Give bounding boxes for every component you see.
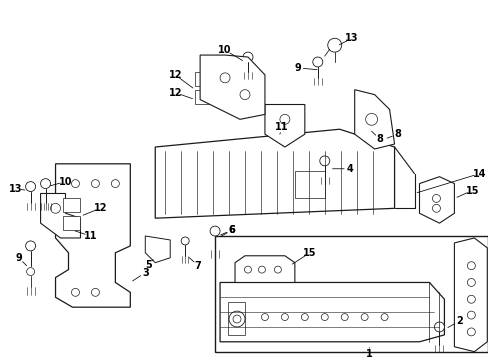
Polygon shape <box>220 283 444 342</box>
Polygon shape <box>235 256 294 283</box>
Text: 4: 4 <box>346 164 352 174</box>
Text: 6: 6 <box>228 225 235 235</box>
Polygon shape <box>419 177 453 223</box>
Polygon shape <box>215 236 488 352</box>
Ellipse shape <box>71 288 80 296</box>
Polygon shape <box>200 55 264 119</box>
Text: 3: 3 <box>142 267 148 278</box>
Ellipse shape <box>41 179 50 189</box>
Ellipse shape <box>236 314 243 320</box>
Ellipse shape <box>181 237 189 245</box>
Ellipse shape <box>111 180 119 188</box>
Ellipse shape <box>433 322 444 332</box>
Ellipse shape <box>25 182 36 192</box>
Polygon shape <box>62 198 81 212</box>
Text: 15: 15 <box>465 185 478 195</box>
Text: 10: 10 <box>218 45 231 55</box>
Ellipse shape <box>467 311 474 319</box>
Ellipse shape <box>210 226 220 236</box>
Ellipse shape <box>467 328 474 336</box>
Text: 7: 7 <box>194 261 201 271</box>
Text: 5: 5 <box>144 260 151 270</box>
Ellipse shape <box>261 314 268 320</box>
Text: 14: 14 <box>471 169 485 179</box>
Ellipse shape <box>25 241 36 251</box>
Ellipse shape <box>301 314 308 320</box>
Text: 12: 12 <box>168 87 182 98</box>
Polygon shape <box>264 104 304 147</box>
Ellipse shape <box>279 114 289 124</box>
Text: 15: 15 <box>303 248 316 258</box>
Polygon shape <box>227 302 244 335</box>
Text: 12: 12 <box>168 70 182 80</box>
Ellipse shape <box>341 314 347 320</box>
Ellipse shape <box>319 156 329 166</box>
Ellipse shape <box>327 38 341 52</box>
Ellipse shape <box>243 52 252 62</box>
Ellipse shape <box>91 288 99 296</box>
Ellipse shape <box>467 262 474 270</box>
Ellipse shape <box>380 314 387 320</box>
Ellipse shape <box>431 194 440 202</box>
Ellipse shape <box>228 311 244 327</box>
Ellipse shape <box>467 295 474 303</box>
Polygon shape <box>41 193 81 238</box>
Text: 12: 12 <box>94 203 107 213</box>
Text: 13: 13 <box>344 33 358 43</box>
Polygon shape <box>155 129 394 218</box>
Ellipse shape <box>50 203 61 213</box>
Ellipse shape <box>220 73 229 83</box>
Polygon shape <box>195 72 213 86</box>
Text: 1: 1 <box>366 348 372 359</box>
Ellipse shape <box>240 90 249 100</box>
Polygon shape <box>62 216 81 230</box>
Text: 2: 2 <box>455 316 462 326</box>
Polygon shape <box>195 90 213 104</box>
Ellipse shape <box>274 266 281 273</box>
Text: 8: 8 <box>393 129 400 139</box>
Polygon shape <box>145 236 170 263</box>
Ellipse shape <box>258 266 265 273</box>
Ellipse shape <box>312 57 322 67</box>
Text: 11: 11 <box>83 231 97 241</box>
Text: 10: 10 <box>59 177 72 186</box>
Ellipse shape <box>244 266 251 273</box>
Polygon shape <box>56 164 130 307</box>
Text: 11: 11 <box>275 122 288 132</box>
Text: 8: 8 <box>375 134 382 144</box>
Ellipse shape <box>233 315 241 323</box>
Ellipse shape <box>431 204 440 212</box>
Polygon shape <box>294 171 324 198</box>
Text: 9: 9 <box>294 63 301 73</box>
Text: 13: 13 <box>9 184 22 194</box>
Ellipse shape <box>281 314 288 320</box>
Polygon shape <box>354 90 394 149</box>
Polygon shape <box>453 238 487 352</box>
Ellipse shape <box>365 113 377 125</box>
Ellipse shape <box>91 180 99 188</box>
Text: 9: 9 <box>15 253 22 263</box>
Ellipse shape <box>71 180 80 188</box>
Ellipse shape <box>321 314 327 320</box>
Ellipse shape <box>361 314 367 320</box>
Text: 6: 6 <box>228 225 235 235</box>
Ellipse shape <box>467 279 474 287</box>
Ellipse shape <box>26 267 35 275</box>
